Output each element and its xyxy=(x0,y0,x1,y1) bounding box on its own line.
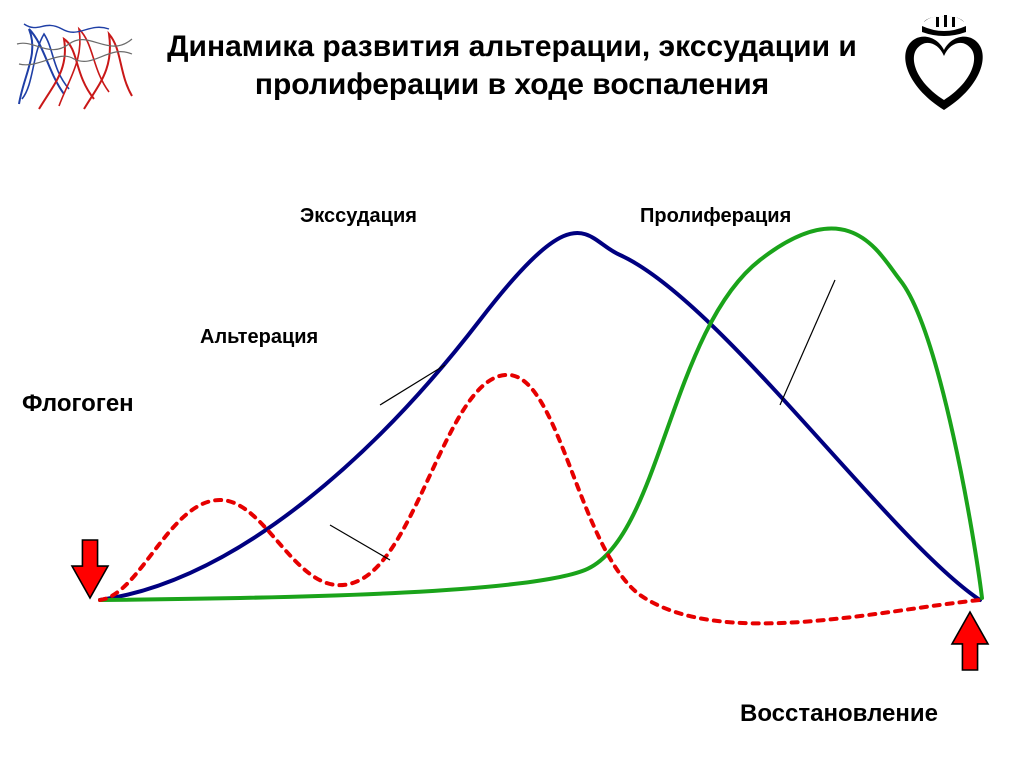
leader-line-proliferation xyxy=(780,280,835,405)
end-arrow-icon xyxy=(952,612,988,670)
label-alteration: Альтерация xyxy=(200,326,318,349)
heart-logo-icon xyxy=(894,10,994,115)
start-label: Флогоген xyxy=(22,390,134,418)
vessel-sketch-icon xyxy=(14,14,134,114)
curve-proliferation xyxy=(100,229,982,600)
curve-alteration xyxy=(100,375,980,624)
leader-line-alteration xyxy=(330,525,390,560)
end-label: Восстановление xyxy=(740,700,938,728)
label-proliferation: Пролиферация xyxy=(640,205,791,228)
start-arrow-icon xyxy=(72,540,108,598)
chart: Экссудация Пролиферация Альтерация xyxy=(20,180,1004,740)
curve-exudation xyxy=(100,233,980,600)
label-exudation: Экссудация xyxy=(300,205,417,228)
page-title: Динамика развития альтерации, экссудации… xyxy=(150,28,874,103)
